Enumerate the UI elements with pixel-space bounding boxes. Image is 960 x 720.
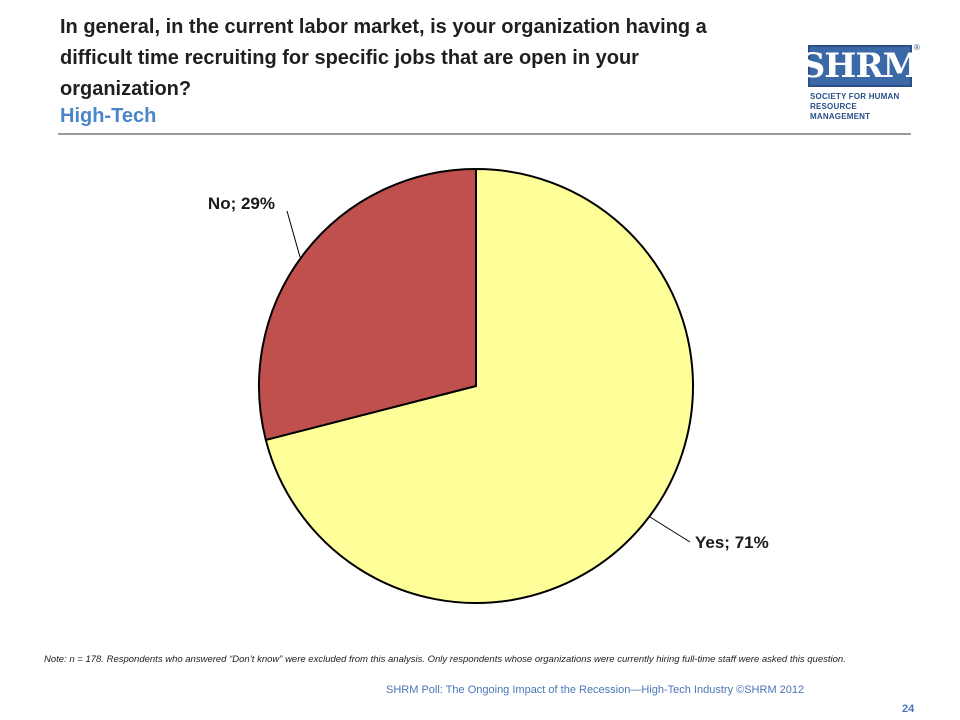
pie-slice-no (258, 168, 477, 441)
data-label-no: No; 29% (208, 194, 275, 213)
logo-wordmark: SHRM (800, 46, 921, 86)
data-label-yes: Yes; 71% (695, 533, 769, 552)
slide-title: In general, in the current labor market,… (60, 16, 707, 100)
footnote: Note: n = 178. Respondents who answered … (44, 654, 846, 665)
logo-box: SHRM (801, 45, 920, 87)
logo-tagline-1: SOCIETY FOR HUMAN (810, 92, 900, 101)
slide-subtitle: High-Tech (60, 105, 157, 127)
page-number: 24 (902, 703, 915, 715)
leader-line-yes (649, 516, 691, 543)
leader-line-no (286, 210, 301, 258)
shrm-logo: SHRM ® SOCIETY FOR HUMAN RESOURCE MANAGE… (801, 43, 921, 121)
pie-slice-yes (264, 168, 694, 604)
logo-tagline-2: RESOURCE MANAGEMENT (810, 102, 871, 121)
footer-source: SHRM Poll: The Ongoing Impact of the Rec… (386, 684, 805, 696)
logo-registered-mark: ® (914, 43, 920, 52)
title-divider (58, 133, 911, 135)
